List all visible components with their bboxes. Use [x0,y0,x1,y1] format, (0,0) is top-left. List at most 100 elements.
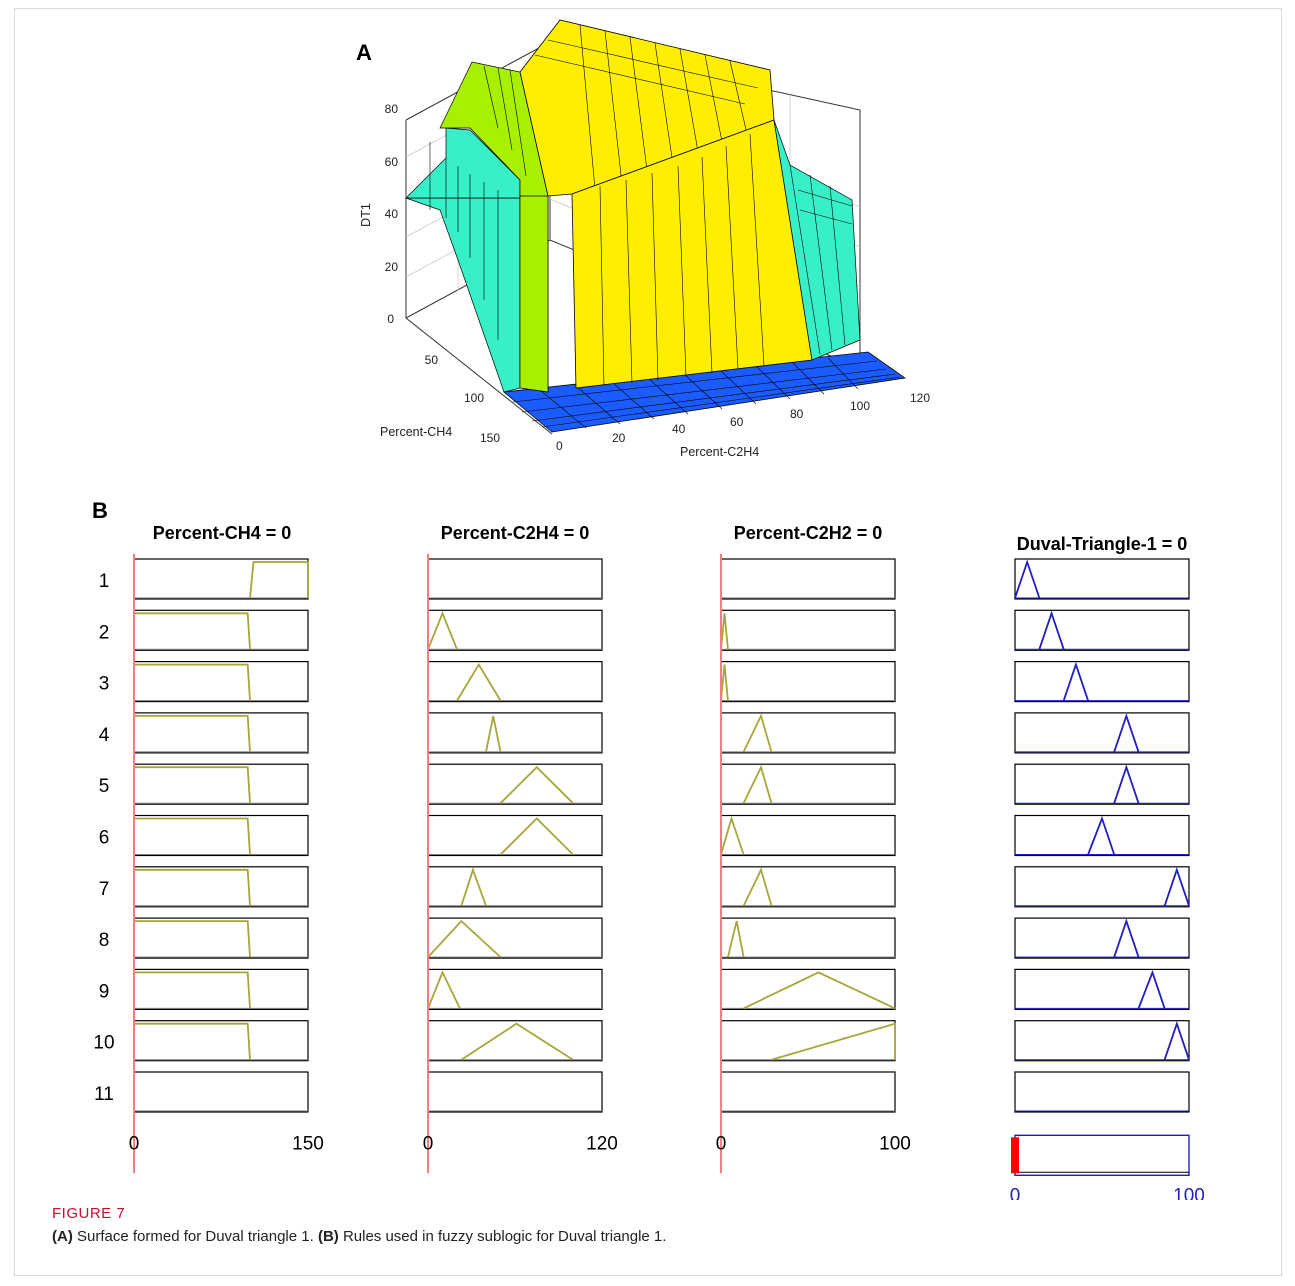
range-max-label: 100 [1173,1185,1205,1200]
rule-box [1014,763,1190,805]
range-min-label: 0 [423,1133,434,1154]
membership-function-8 [727,920,745,958]
rule-box [427,558,603,600]
rule-box [1014,1071,1190,1113]
column-title: Duval-Triangle-1 = 0 [1017,534,1188,554]
output-value-marker [1011,1137,1019,1174]
membership-function-10 [460,1022,574,1061]
membership-function-9 [743,971,896,1010]
rule-box [427,712,603,754]
rule-box [133,661,309,703]
range-max-label: 120 [586,1133,618,1154]
aggregate-output-box [1014,1134,1190,1176]
membership-function-6 [720,815,745,855]
membership-function-2 [1038,610,1065,650]
caption-b-text: Rules used in fuzzy sublogic for Duval t… [338,1228,667,1245]
rule-number: 11 [94,1084,114,1105]
rule-box [1014,814,1190,857]
membership-function-2 [427,610,458,650]
rule-box [720,661,896,703]
rule-number: 4 [99,725,110,746]
rule-number: 8 [99,930,110,951]
rule-box [427,814,603,857]
rule-box [720,1020,896,1062]
rule-number: 6 [99,828,110,849]
panel-b-letter: B [92,498,108,523]
figure-frame [14,8,1282,1276]
membership-function-7 [1163,866,1190,907]
rule-box [427,763,603,805]
y-axis-label: Percent-CH4 [380,425,452,439]
membership-function-4 [1113,713,1140,753]
rule-box [427,661,603,703]
y-tick: 50 [425,353,439,367]
membership-function-1 [249,561,309,599]
membership-function-4 [485,715,502,753]
z-tick: 80 [385,102,399,116]
membership-function-5 [499,765,574,804]
rule-box [720,866,896,908]
z-axis-label: DT1 [359,203,373,227]
column-title: Percent-CH4 = 0 [153,523,292,543]
caption-a-tag: (A) [52,1228,73,1245]
membership-function-6 [499,817,574,856]
z-tick: 40 [385,207,399,221]
rule-box [133,814,309,857]
y-tick: 100 [464,391,484,405]
rule-box [1014,866,1190,908]
z-tick: 60 [385,155,399,169]
z-tick: 20 [385,260,399,274]
rule-box [133,558,309,600]
caption-a-text: Surface formed for Duval triangle 1. [72,1228,318,1245]
rule-box [720,814,896,857]
rule-box [1014,1020,1190,1062]
rule-box [133,712,309,754]
membership-function-3 [1062,661,1089,701]
membership-function-1 [1014,559,1041,599]
rule-box [720,712,896,754]
x-tick: 40 [672,422,686,436]
caption-b-tag: (B) [317,1228,339,1245]
z-tick: 0 [387,312,394,326]
rule-viewer: Percent-CH4 = 0 Percent-C2H4 = 0 Percent-C… [93,523,1205,1200]
rule-box [133,1020,309,1062]
rule-box [133,968,309,1010]
caption-text: (A) Surface formed for Duval triangle 1.… [52,1228,1252,1245]
range-min-label: 0 [129,1133,140,1154]
figure-caption: FIGURE 7 (A) Surface formed for Duval tr… [52,1205,1252,1245]
rule-box [427,866,603,908]
membership-function-5 [1113,764,1140,804]
surface-plot: 0 20 40 60 80 50 100 150 0 20 40 60 80 1… [359,19,930,459]
rule-box [133,763,309,805]
x-tick: 120 [910,391,930,405]
caption-label: FIGURE 7 [52,1205,126,1222]
x-tick: 0 [556,439,563,453]
rule-box [427,917,603,959]
rule-box [133,1071,309,1113]
membership-function-3 [456,662,502,702]
rule-box [720,917,896,959]
rule-box [1014,558,1190,600]
rule-box [720,558,896,600]
membership-function-9 [427,970,461,1009]
membership-function-9 [1137,969,1166,1009]
rule-box [1014,968,1190,1010]
rule-number: 2 [99,622,110,643]
rule-box [427,609,603,651]
surface-right-cyan [773,119,861,361]
rule-box [720,609,896,651]
rule-box [427,1020,603,1062]
membership-function-4 [742,713,773,753]
x-axis-label: Percent-C2H4 [680,445,759,459]
rule-number: 9 [99,981,110,1002]
panel-a-letter: A [356,40,372,65]
rule-box [133,917,309,959]
rule-box [720,1071,896,1113]
range-max-label: 100 [879,1133,911,1154]
membership-function-7 [460,867,487,907]
rule-box [1014,661,1190,703]
membership-function-6 [1087,815,1116,855]
range-min-label: 0 [716,1133,727,1154]
rule-number: 7 [99,879,110,900]
rule-number: 10 [93,1033,114,1054]
